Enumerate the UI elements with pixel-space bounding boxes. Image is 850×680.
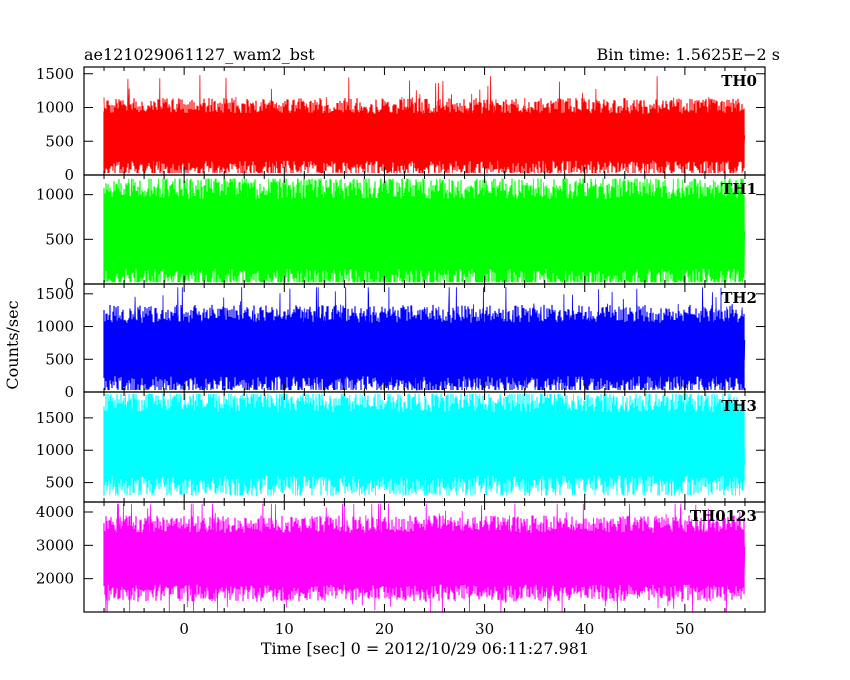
panel-th0123: 2000 3000 4000 TH0123 <box>36 501 766 613</box>
bin-time-label: Bin time: 1.5625E−2 s <box>597 45 780 64</box>
series-line-th0 <box>103 75 746 174</box>
chart-title: ae121029061127_wam2_bst <box>84 45 315 64</box>
y-tick-label: 0 <box>64 275 74 293</box>
y-tick-label: 0 <box>64 166 74 184</box>
series-line-th0123 <box>103 503 746 612</box>
x-tick-label: 10 <box>275 620 294 638</box>
y-tick-label: 1000 <box>36 186 74 204</box>
x-tick-label: 50 <box>675 620 694 638</box>
series-line-th2 <box>103 287 746 391</box>
y-tick-label: 500 <box>45 230 74 248</box>
y-tick-label: 500 <box>45 350 74 368</box>
x-axis-label: Time [sec] 0 = 2012/10/29 06:11:27.981 <box>261 639 589 658</box>
y-tick-label: 1500 <box>36 285 74 303</box>
x-tick-label: 0 <box>179 620 189 638</box>
panel-label: TH1 <box>721 180 757 198</box>
panel-label: TH0123 <box>690 507 757 525</box>
series-th0 <box>103 75 746 174</box>
series-th1 <box>103 178 746 283</box>
y-tick-label: 500 <box>45 132 74 150</box>
y-tick-label: 1500 <box>36 409 74 427</box>
x-tick-label: 30 <box>475 620 494 638</box>
series-th2 <box>103 287 746 391</box>
series-th3 <box>103 393 746 496</box>
series-line-th1 <box>103 178 746 283</box>
y-tick-label: 2000 <box>36 570 74 588</box>
y-axis-label: Counts/sec <box>3 300 22 389</box>
y-tick-label: 4000 <box>36 503 74 521</box>
series-line-th3 <box>103 393 746 496</box>
panel-th2: 0 500 1000 1500 TH2 <box>36 283 766 401</box>
y-tick-label: 1000 <box>36 99 74 117</box>
y-tick-label: 500 <box>45 474 74 492</box>
y-tick-label: 1000 <box>36 441 74 459</box>
y-tick-label: 0 <box>64 383 74 401</box>
panel-th0: 0 500 1000 1500 TH0 <box>36 65 766 184</box>
panel-label: TH3 <box>721 397 757 415</box>
y-tick-label: 1500 <box>36 65 74 83</box>
panel-label: TH0 <box>721 72 757 90</box>
y-tick-label: 3000 <box>36 536 74 554</box>
panel-label: TH2 <box>721 289 757 307</box>
x-tick-label: 20 <box>375 620 394 638</box>
y-tick-label: 1000 <box>36 318 74 336</box>
series-th0123 <box>103 503 746 612</box>
panel-th3: 500 1000 1500 TH3 <box>36 391 766 503</box>
x-tick-label: 40 <box>575 620 594 638</box>
panel-th1: 0 500 1000 TH1 <box>36 174 766 293</box>
